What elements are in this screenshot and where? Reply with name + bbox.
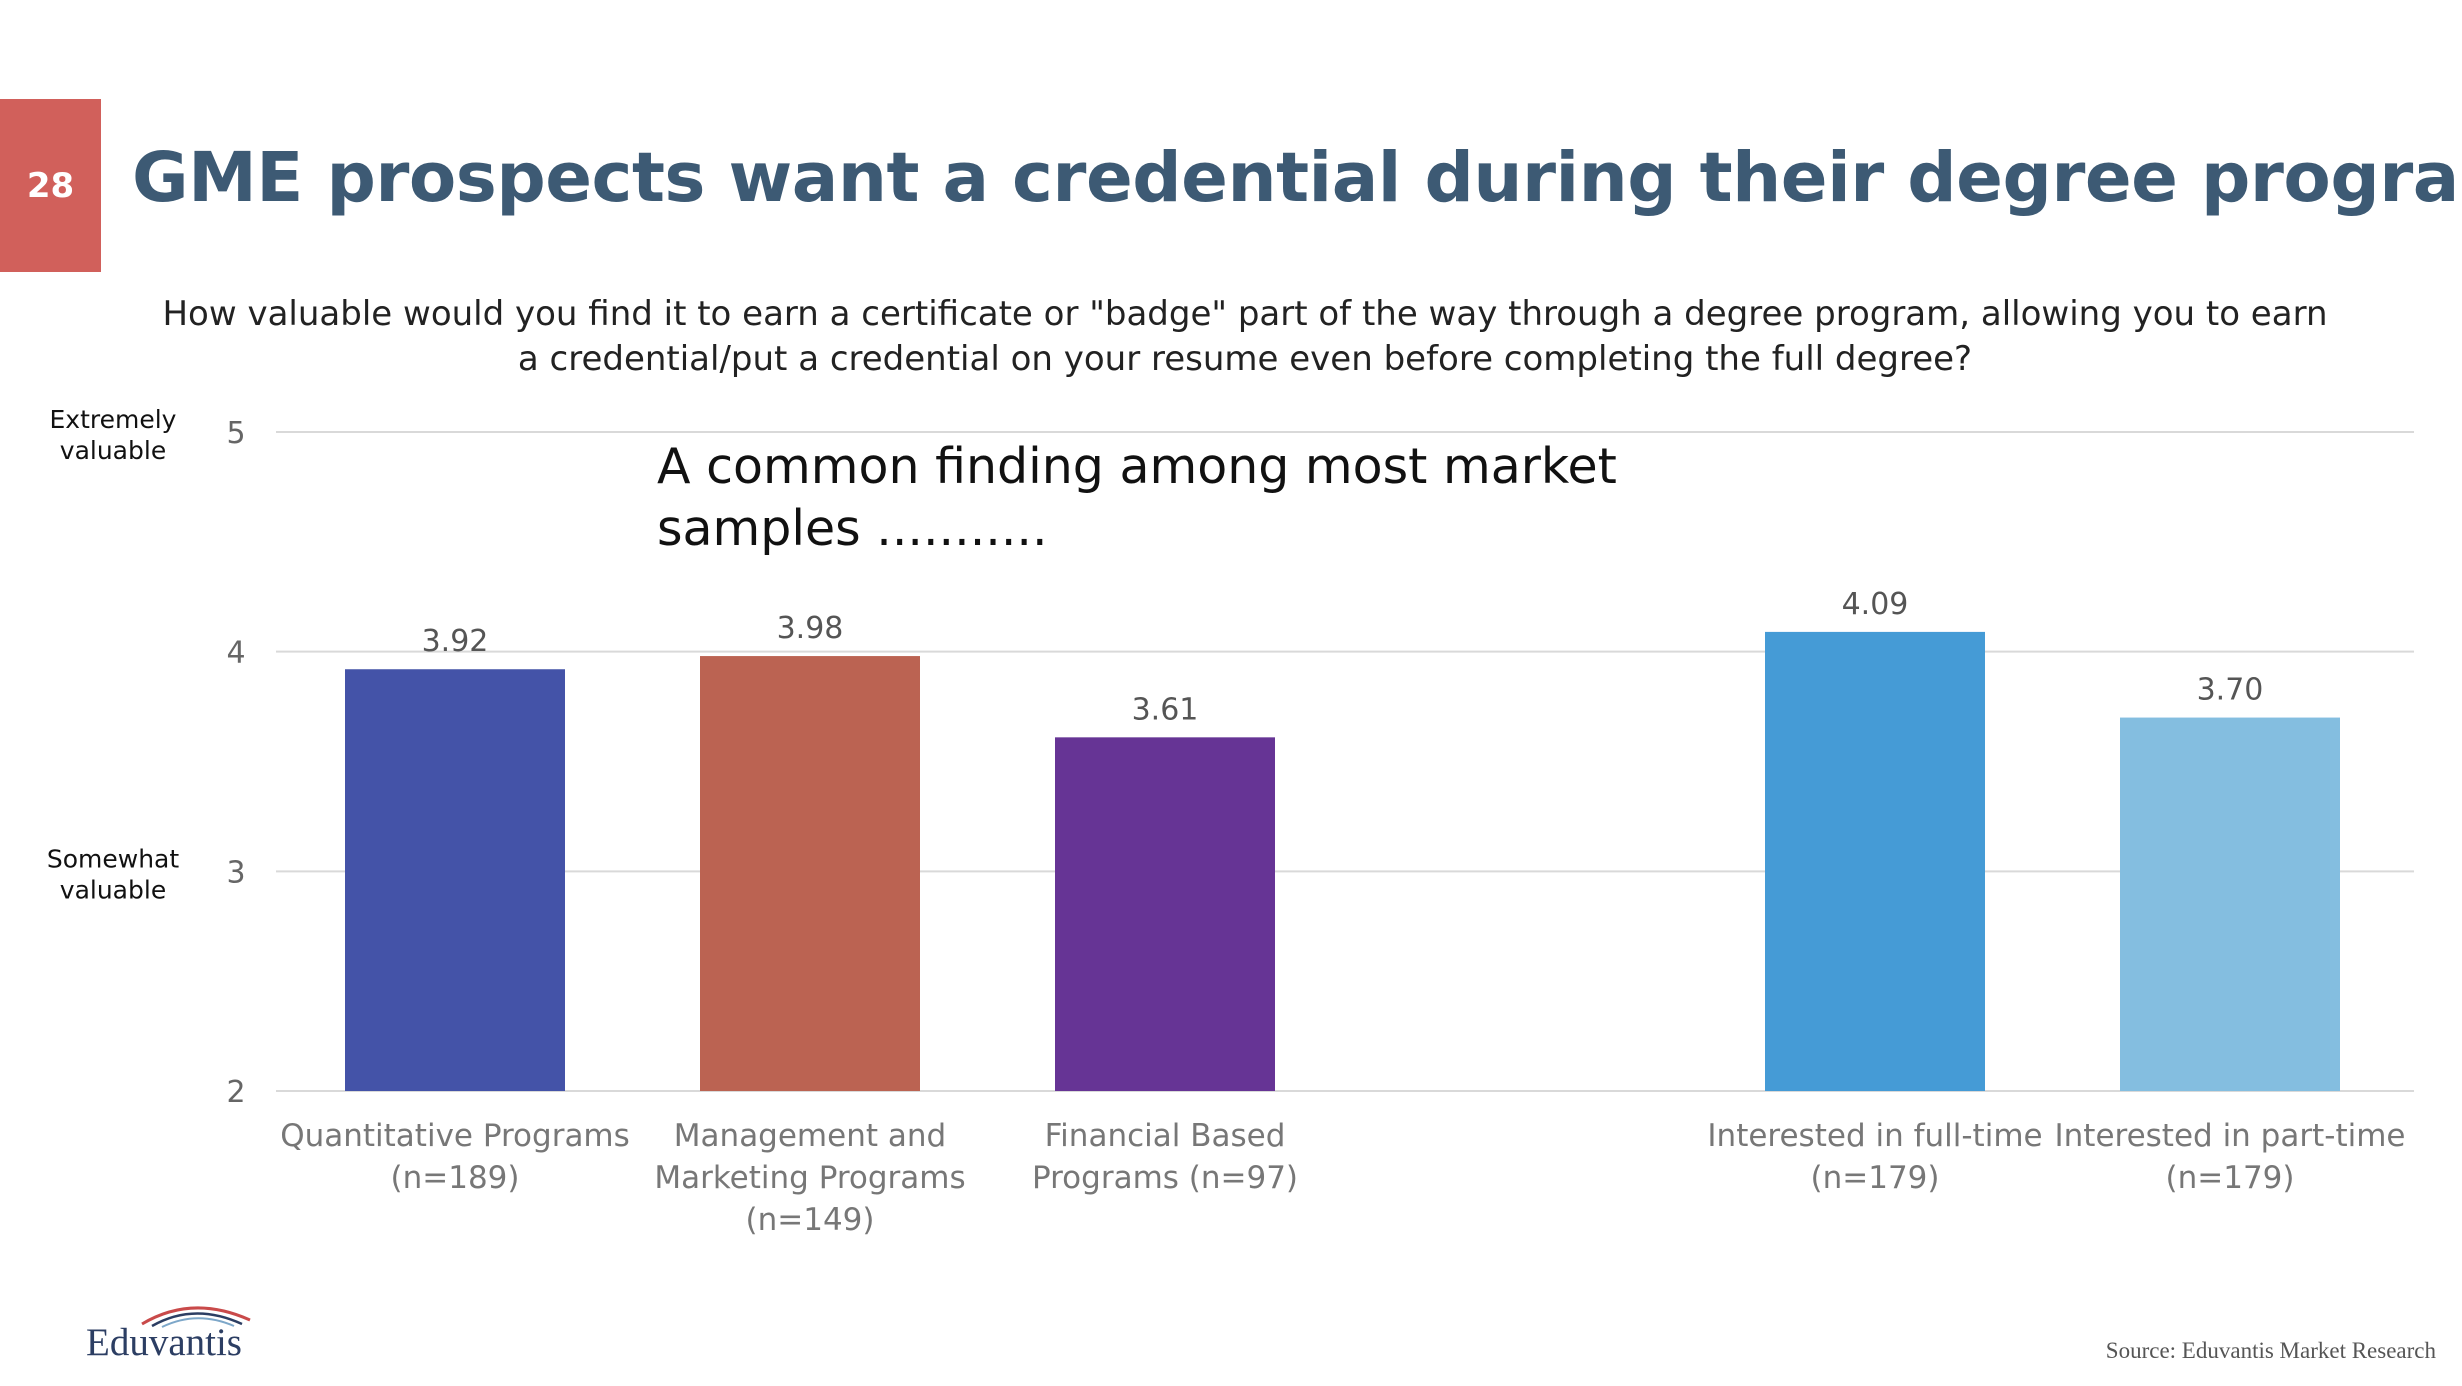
category-label: Management and <box>674 1118 946 1154</box>
scale-label: Extremely <box>50 405 177 434</box>
bar <box>1055 737 1275 1091</box>
data-label: 3.70 <box>2197 673 2264 708</box>
y-tick-label: 2 <box>226 1075 245 1110</box>
bar <box>700 656 920 1091</box>
data-label: 3.92 <box>422 624 489 659</box>
data-label: 3.61 <box>1132 692 1199 727</box>
source-note: Source: Eduvantis Market Research <box>2105 1338 2436 1363</box>
bar <box>1765 631 1985 1091</box>
slide-title: GME prospects want a credential during t… <box>132 138 2462 218</box>
scale-label: Somewhat <box>47 844 180 873</box>
scale-label: valuable <box>60 436 166 465</box>
survey-question: How valuable would you find it to earn a… <box>162 294 2328 379</box>
data-label: 4.09 <box>1842 587 1909 622</box>
logo-text: Eduvantis <box>86 1321 242 1364</box>
bar <box>345 669 565 1091</box>
data-label: 3.98 <box>777 611 844 646</box>
y-tick-label: 4 <box>226 636 245 671</box>
annotation-text: A common finding among most market sampl… <box>657 438 1617 557</box>
logo-swoosh-icon <box>141 1306 251 1328</box>
y-tick-label: 5 <box>226 416 245 451</box>
category-label: Programs (n=97) <box>1032 1160 1298 1196</box>
category-label: Interested in full-time <box>1707 1118 2042 1154</box>
category-label: Financial Based <box>1045 1118 1286 1154</box>
bar <box>2120 717 2340 1091</box>
category-label: (n=179) <box>2166 1160 2295 1196</box>
category-label: Quantitative Programs <box>280 1118 630 1154</box>
category-label: (n=179) <box>1811 1160 1940 1196</box>
scale-label: valuable <box>60 875 166 904</box>
category-label: (n=149) <box>746 1202 875 1238</box>
page-number-badge: 28 <box>0 99 101 272</box>
category-label: (n=189) <box>391 1160 520 1196</box>
category-label: Marketing Programs <box>654 1160 965 1196</box>
y-tick-label: 3 <box>226 855 245 890</box>
eduvantis-logo: Eduvantis <box>82 1298 262 1364</box>
category-label: Interested in part-time <box>2055 1118 2406 1154</box>
